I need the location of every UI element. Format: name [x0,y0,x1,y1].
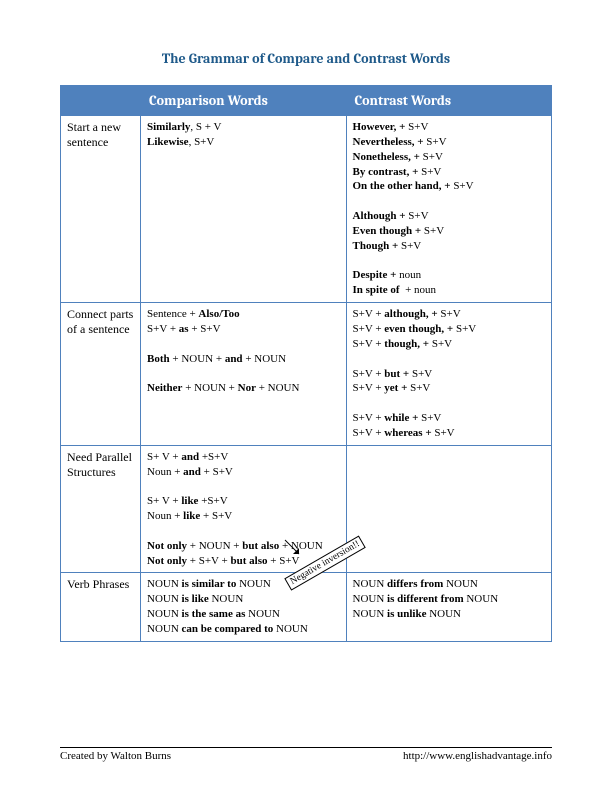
table-header-row: Comparison Words Contrast Words [61,86,552,116]
cell-comparison: S+ V + and +S+VNoun + and + S+VS+ V + li… [141,445,347,573]
header-empty [61,86,141,116]
header-comparison: Comparison Words [141,86,347,116]
cell-comparison: NOUN is similar to NOUNNOUN is like NOUN… [141,573,347,641]
row-label: Verb Phrases [61,573,141,641]
header-contrast: Contrast Words [346,86,552,116]
page-title: The Grammar of Compare and Contrast Word… [60,50,552,67]
arrow-icon [283,536,309,562]
cell-comparison: Similarly, S + VLikewise, S+V [141,116,347,303]
table-row: Verb Phrases NOUN is similar to NOUNNOUN… [61,573,552,641]
table-row: Start a new sentence Similarly, S + VLik… [61,116,552,303]
footer-url: http://www.englishadvantage.info [403,750,552,762]
footer-author: Created by Walton Burns [60,750,171,762]
cell-contrast: NOUN differs from NOUNNOUN is different … [346,573,552,641]
row-label: Start a new sentence [61,116,141,303]
cell-contrast [346,445,552,573]
cell-contrast: However, + S+VNevertheless, + S+VNonethe… [346,116,552,303]
page-footer: Created by Walton Burns http://www.engli… [60,747,552,762]
cell-comparison: Sentence + Also/TooS+V + as + S+VBoth + … [141,303,347,446]
cell-contrast: S+V + although, + S+VS+V + even though, … [346,303,552,446]
table-row: Connect parts of a sentence Sentence + A… [61,303,552,446]
row-label: Connect parts of a sentence [61,303,141,446]
row-label: Need Parallel Structures [61,445,141,573]
